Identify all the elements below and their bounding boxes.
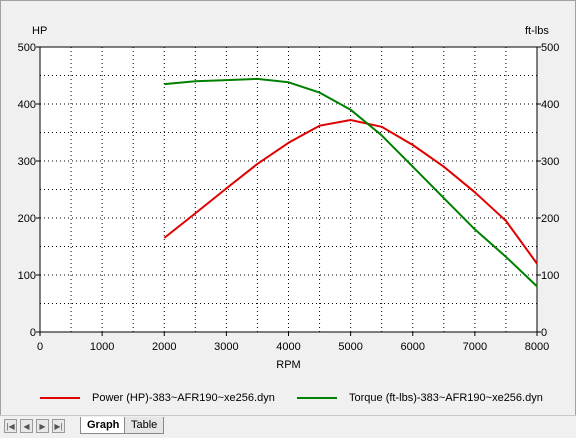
series-line-torque [164,77,538,288]
legend-item-power: Power (HP)-383~AFR190~xe256.dyn [40,389,275,407]
y-axis-title-left: HP [32,25,47,37]
series-line-power [163,119,538,265]
y-tick-label-left: 200 [18,213,36,225]
tab-table[interactable]: Table [124,417,165,434]
y-tick-label-right: 300 [541,156,559,168]
x-tick-label: 3000 [214,341,238,353]
y-tick-label-left: 300 [18,156,36,168]
x-tick-label: 0 [37,341,43,353]
y-tick-label-right: 0 [541,327,547,339]
y-tick-label-right: 100 [541,270,559,282]
x-tick-label: 6000 [401,341,425,353]
tab-graph[interactable]: Graph [80,417,127,434]
y-tick-label-left: 400 [18,99,36,111]
y-tick-label-left: 500 [18,42,36,54]
y-tick-label-right: 200 [541,213,559,225]
x-tick-label: 4000 [276,341,300,353]
legend-swatch-power [40,397,80,399]
y-tick-label-left: 100 [18,270,36,282]
y-tick-label-left: 0 [30,327,36,339]
first-tab-button[interactable]: |◀ [4,419,17,433]
sheet-tab-bar: |◀ ◀ ▶ ▶| Graph Table [0,415,576,438]
y-tick-label-right: 400 [541,99,559,111]
x-tick-label: 2000 [152,341,176,353]
legend-label-torque: Torque (ft-lbs)-383~AFR190~xe256.dyn [349,392,543,404]
x-tick-label: 8000 [525,341,549,353]
y-axis-title-right: ft-lbs [525,25,549,37]
x-tick-label: 5000 [338,341,362,353]
legend-swatch-torque [297,397,337,399]
x-tick-label: 1000 [90,341,114,353]
x-axis-title: RPM [276,359,300,371]
legend: Power (HP)-383~AFR190~xe256.dyn Torque (… [40,389,560,407]
prev-tab-button[interactable]: ◀ [20,419,33,433]
legend-label-power: Power (HP)-383~AFR190~xe256.dyn [92,392,275,404]
x-tick-label: 7000 [463,341,487,353]
y-tick-label-right: 500 [541,42,559,54]
next-tab-button[interactable]: ▶ [36,419,49,433]
last-tab-button[interactable]: ▶| [52,419,65,433]
legend-item-torque: Torque (ft-lbs)-383~AFR190~xe256.dyn [297,389,543,407]
